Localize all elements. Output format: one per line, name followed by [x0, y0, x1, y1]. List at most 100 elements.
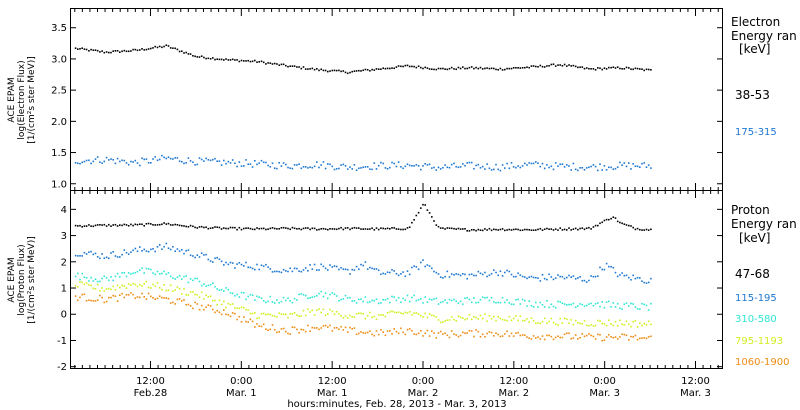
data-point: [203, 226, 205, 229]
data-point: [437, 319, 440, 321]
y-tick-label: 2.5: [51, 86, 67, 97]
data-point: [355, 333, 358, 336]
data-point: [619, 307, 621, 310]
data-point: [563, 333, 566, 336]
data-point: [431, 314, 433, 317]
data-point: [269, 295, 272, 298]
data-point: [203, 308, 205, 311]
data-point: [559, 163, 561, 166]
data-point: [466, 277, 468, 280]
y-tick-label: 0: [61, 310, 67, 321]
data-point: [344, 71, 347, 74]
data-point: [541, 274, 544, 276]
data-point: [612, 324, 615, 327]
y-tick-label: 1.5: [51, 148, 67, 159]
data-point: [324, 292, 327, 294]
data-point: [433, 315, 435, 317]
data-point: [439, 168, 442, 170]
data-point: [413, 265, 415, 267]
data-point: [599, 334, 601, 336]
data-point: [444, 228, 446, 230]
x-tick-label-date: Mar. 3: [680, 388, 711, 399]
data-point: [158, 45, 161, 48]
data-point: [112, 224, 114, 226]
data-point: [650, 323, 652, 326]
data-point: [546, 300, 548, 302]
data-point: [508, 228, 511, 231]
data-point: [156, 270, 159, 273]
data-point: [605, 324, 608, 327]
data-point: [597, 67, 599, 69]
data-point: [566, 304, 568, 306]
data-point: [318, 308, 320, 310]
data-point: [90, 299, 92, 302]
data-point: [439, 330, 442, 333]
data-point: [499, 270, 502, 272]
data-point: [389, 166, 391, 169]
data-point: [552, 168, 555, 171]
data-point: [285, 270, 287, 272]
data-point: [200, 252, 203, 254]
data-point: [198, 296, 201, 298]
data-point: [349, 166, 351, 168]
data-point: [296, 328, 298, 331]
data-point: [79, 255, 81, 257]
data-point: [552, 321, 555, 324]
data-point: [296, 299, 298, 301]
data-point: [304, 267, 307, 269]
data-point: [610, 323, 612, 325]
data-point: [464, 297, 466, 299]
data-point: [466, 162, 468, 164]
data-point: [194, 301, 196, 304]
data-point: [603, 323, 606, 325]
data-point: [103, 301, 106, 304]
data-point: [183, 275, 185, 278]
y-tick-label: -2: [57, 362, 67, 373]
data-point: [85, 159, 88, 162]
data-point: [616, 220, 619, 223]
proton-ylabel-line2: log(Proton Flux): [17, 244, 27, 315]
data-point: [92, 253, 95, 256]
data-point: [524, 299, 526, 302]
data-point: [220, 288, 223, 291]
data-point: [645, 304, 648, 307]
data-point: [192, 161, 194, 164]
data-point: [475, 66, 477, 69]
data-point: [572, 302, 575, 305]
data-point: [636, 308, 639, 310]
data-point: [154, 285, 156, 287]
data-point: [526, 164, 528, 166]
data-point: [510, 303, 513, 305]
data-point: [557, 165, 559, 167]
data-point: [85, 253, 88, 255]
data-point: [433, 332, 435, 334]
data-point: [625, 334, 628, 337]
data-point: [360, 228, 362, 230]
data-point: [127, 225, 130, 227]
data-point: [588, 226, 590, 229]
data-point: [172, 301, 174, 304]
data-point: [313, 295, 316, 298]
data-point: [185, 303, 187, 306]
data-point: [143, 158, 145, 161]
data-point: [194, 256, 196, 259]
data-point: [187, 226, 190, 228]
data-point: [585, 67, 588, 69]
legend-label-proton-47-68: 47-68: [735, 267, 770, 281]
data-point: [214, 157, 216, 160]
data-point: [139, 49, 141, 51]
data-point: [139, 283, 141, 286]
data-point: [473, 167, 475, 170]
data-point: [450, 227, 453, 230]
data-point: [539, 338, 542, 340]
data-point: [610, 266, 612, 268]
data-point: [645, 324, 648, 326]
data-point: [309, 264, 311, 266]
data-point: [628, 67, 630, 69]
data-point: [486, 163, 488, 165]
data-point: [335, 326, 338, 329]
data-point: [139, 296, 141, 299]
data-point: [439, 301, 442, 304]
data-point: [382, 314, 384, 316]
y-tick-label: 3: [61, 231, 67, 242]
